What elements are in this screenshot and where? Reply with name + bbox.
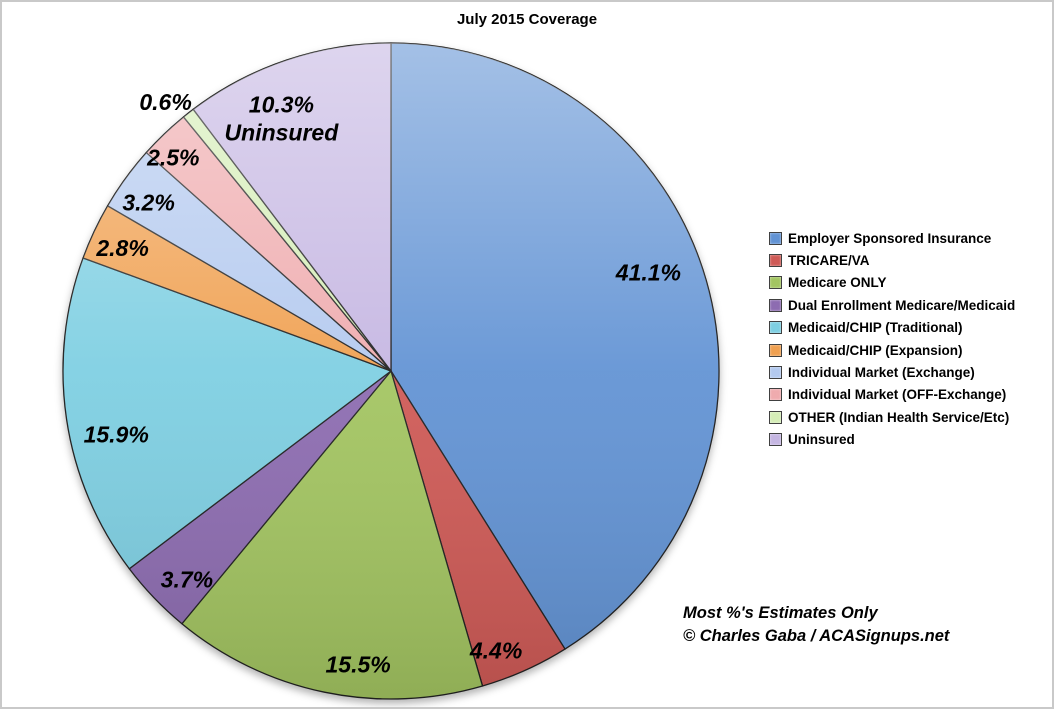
legend-swatch [769,276,782,290]
pie-slice-value-label: 0.6% [139,89,191,115]
legend-label: Employer Sponsored Insurance [788,230,992,246]
legend-item: Medicaid/CHIP (Expansion) [769,339,1015,361]
legend-swatch [769,366,782,380]
credit-line-2: © Charles Gaba / ACASignups.net [683,627,950,645]
pie-slice-value-label: 15.9% [84,422,149,448]
pie-slice-value-label: 4.4% [469,637,522,663]
legend-label: Uninsured [788,432,855,448]
legend-item: Uninsured [769,429,1015,451]
legend-item: OTHER (Indian Health Service/Etc) [769,406,1015,428]
legend-item: Employer Sponsored Insurance [769,227,1015,249]
legend-label: TRICARE/VA [788,253,870,269]
pie-slice-value-label: 15.5% [325,651,390,677]
legend-item: Medicaid/CHIP (Traditional) [769,317,1015,339]
legend-swatch [769,410,782,424]
pie-slice-value-label: 3.2% [122,190,174,216]
legend-item: Individual Market (OFF-Exchange) [769,384,1015,406]
legend-label: Individual Market (OFF-Exchange) [788,387,1007,403]
legend-item: Medicare ONLY [769,272,1015,294]
legend-swatch [769,231,782,245]
pie-slice-value-label: 2.5% [146,144,199,170]
legend-swatch [769,298,782,312]
legend-label: Medicare ONLY [788,275,887,291]
pie-slice-value-label: 2.8% [95,235,148,261]
legend-label: Individual Market (Exchange) [788,365,975,381]
legend: Employer Sponsored Insurance TRICARE/VA Me… [769,227,1015,451]
pie-labels: 41.1% 4.4% 15.5% 3.7% 15.9% 2.8% 3.2% 2.5% 0.6% 1… [84,89,681,677]
pie-slice-value-label: 41.1% [615,260,681,286]
legend-swatch [769,321,782,335]
chart-title: July 2015 Coverage [456,11,598,28]
credit-line-1: Most %'s Estimates Only [683,604,878,622]
legend-swatch [769,254,782,268]
legend-swatch [769,433,782,447]
legend-item: Individual Market (Exchange) [769,361,1015,383]
legend-item: Dual Enrollment Medicare/Medicaid [769,294,1015,316]
legend-label: Medicaid/CHIP (Expansion) [788,342,963,358]
pie-slices [62,42,720,700]
pie-slice-sublabel: Uninsured [225,120,340,146]
credit: Most %'s Estimates Only © Charles Gaba /… [683,602,949,648]
legend-swatch [769,388,782,402]
legend-label: Dual Enrollment Medicare/Medicaid [788,297,1016,313]
pie-slice-value-label: 3.7% [161,567,213,593]
pie-slice-value-label: 10.3% [249,92,314,118]
legend-label: OTHER (Indian Health Service/Etc) [788,409,1010,425]
legend-item: TRICARE/VA [769,249,1015,271]
legend-swatch [769,343,782,357]
legend-label: Medicaid/CHIP (Traditional) [788,320,963,336]
